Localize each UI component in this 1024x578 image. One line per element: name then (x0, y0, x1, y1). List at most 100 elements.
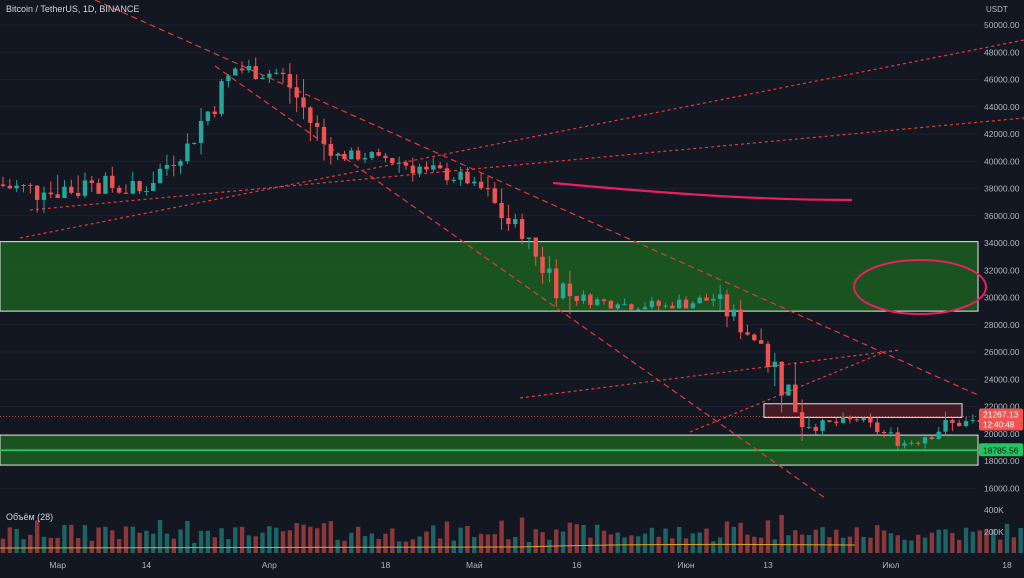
volume-bar (116, 538, 122, 553)
volume-bar (164, 533, 170, 553)
candle-body (567, 283, 573, 297)
volume-bar (96, 527, 101, 553)
candle-body (526, 237, 532, 239)
volume-bar (233, 527, 238, 553)
volume-bar (34, 520, 40, 553)
volume-bar (362, 536, 368, 553)
candle-body (868, 417, 873, 423)
candle-body (417, 166, 422, 174)
volume-bar (376, 538, 381, 553)
candle-body (144, 190, 149, 192)
price-tick-label: 40000.00 (984, 156, 1020, 166)
price-tick-label: 32000.00 (984, 265, 1020, 275)
candle-body (963, 421, 969, 427)
volume-bar (936, 529, 941, 553)
trend-line (214, 65, 826, 499)
volume-bar (984, 530, 989, 553)
candle-body (349, 150, 354, 160)
candle-body (321, 126, 327, 145)
candle-body (69, 186, 74, 193)
candle-body (635, 309, 641, 311)
volume-bar (615, 532, 620, 553)
candles (0, 57, 1023, 451)
candle-body (519, 219, 525, 239)
volume-bar (369, 533, 375, 553)
candle-body (813, 426, 818, 431)
candle-body (403, 162, 409, 166)
candle-body (834, 421, 839, 423)
price-tick-label: 22000.00 (984, 402, 1020, 412)
candle-body (116, 187, 122, 193)
volume-bar (881, 530, 887, 553)
volume-bar (526, 541, 532, 553)
volume-bar (970, 531, 976, 553)
volume-bar (485, 534, 491, 553)
volume-bar (321, 523, 327, 553)
price-tick-label: 18000.00 (984, 456, 1020, 466)
volume-bar (533, 529, 538, 553)
volume-bar (75, 538, 81, 553)
volume-bar (431, 525, 436, 553)
volume-bar (157, 520, 163, 553)
volume-bar (144, 530, 149, 553)
volume-bar (560, 531, 566, 553)
volume-bar (458, 527, 463, 553)
candle-body (875, 422, 880, 433)
volume-bar (676, 527, 682, 553)
time-tick-label: Апр (262, 560, 277, 570)
volume-bar (185, 521, 190, 553)
volume-bar (581, 524, 586, 553)
marked-price-value: 18785.56 (983, 445, 1019, 455)
candle-body (219, 81, 224, 115)
time-tick-label: 14 (142, 560, 152, 570)
candle-body (690, 303, 696, 309)
candle-body (786, 384, 791, 396)
volume-bar (731, 526, 737, 553)
candle-body (574, 296, 579, 301)
volume-tick-label: 400K (984, 505, 1004, 515)
price-tick-label: 46000.00 (984, 75, 1020, 85)
candle-body (629, 304, 634, 310)
candle-body (41, 192, 47, 200)
volume-bar (977, 530, 982, 553)
candle-body (301, 97, 306, 108)
candle-body (369, 152, 375, 159)
volume-bar (1004, 523, 1010, 553)
candle-body (533, 237, 538, 257)
candle-body (820, 420, 825, 431)
candle-body (34, 185, 40, 200)
candle-body (294, 87, 299, 98)
candle-body (164, 164, 170, 169)
volume-bar (89, 540, 94, 553)
candle-body (89, 180, 94, 184)
volume-bar (383, 533, 388, 553)
candle-body (902, 443, 907, 446)
candle-body (335, 153, 340, 156)
volume-bar (868, 537, 873, 553)
volume-bar (28, 534, 33, 553)
volume-bar (724, 521, 730, 553)
volume-bar (963, 527, 969, 553)
volume-bar (267, 526, 272, 553)
volume-bar (629, 535, 634, 553)
candle-body (178, 161, 183, 166)
time-tick-label: 13 (763, 560, 773, 570)
volume-bar (683, 538, 689, 553)
volume-tick-label: 200K (984, 527, 1004, 537)
volume-bar (178, 529, 183, 553)
upper-green-zone (0, 241, 979, 312)
volume-bar (834, 529, 839, 553)
candle-body (458, 171, 463, 180)
candle-body (192, 142, 197, 144)
candle-body (540, 256, 545, 273)
candle-body (676, 299, 682, 309)
last-price-badge (979, 408, 1023, 431)
candle-body (711, 298, 716, 301)
volume-bar (349, 532, 354, 553)
candle-body (970, 420, 976, 422)
candle-body (943, 419, 948, 432)
candle-body (287, 74, 293, 88)
volume-bar (314, 528, 320, 553)
